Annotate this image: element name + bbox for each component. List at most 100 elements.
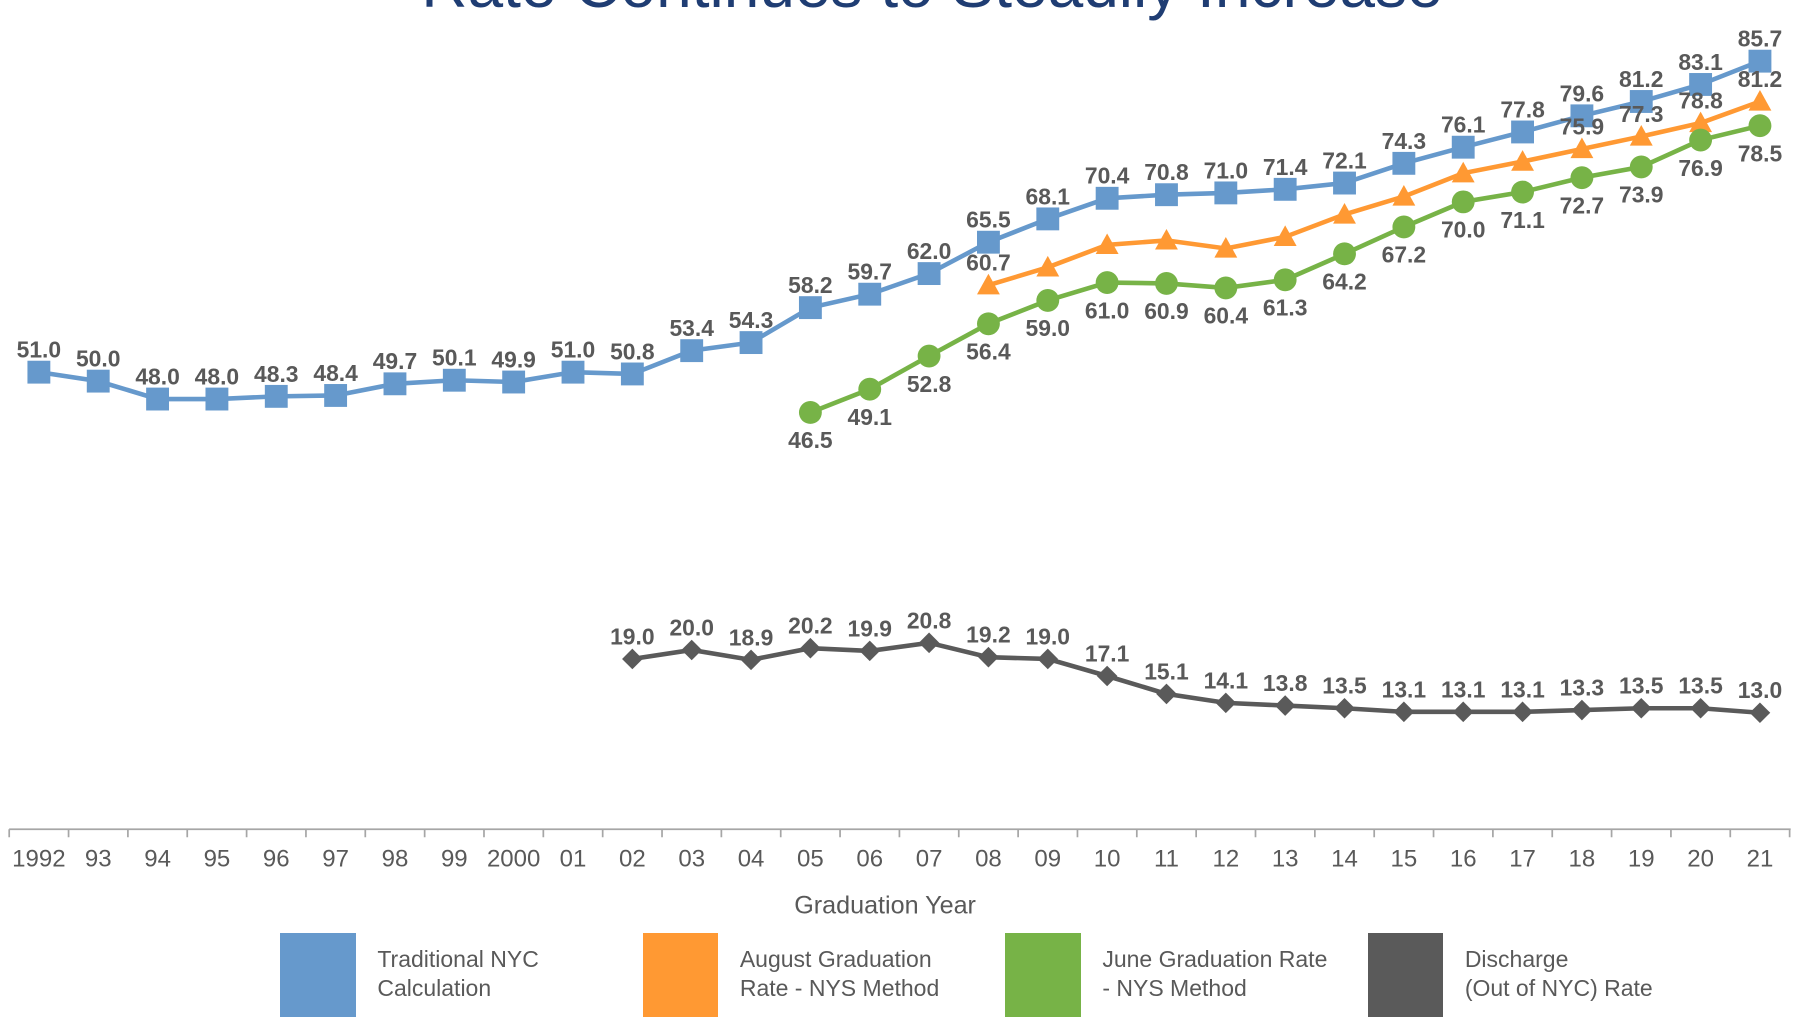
data-label: 77.8 [1500, 96, 1545, 122]
marker [1511, 120, 1534, 144]
data-label: 78.8 [1678, 87, 1723, 113]
marker [1570, 104, 1594, 128]
data-label: 70.4 [1085, 163, 1130, 189]
marker [978, 646, 999, 668]
marker [1512, 701, 1533, 723]
data-label: 19.0 [610, 623, 655, 649]
data-label: 70.8 [1144, 159, 1189, 185]
marker [1155, 271, 1178, 295]
data-label: 83.1 [1678, 49, 1723, 75]
data-label: 81.2 [1619, 66, 1664, 92]
marker [1689, 128, 1713, 152]
marker [1392, 215, 1416, 239]
data-label: 20.8 [907, 607, 952, 633]
data-label: 79.6 [1560, 80, 1605, 106]
data-label: 13.1 [1441, 676, 1486, 702]
data-label: 54.3 [729, 307, 774, 333]
chart-title: Rate Continues to Steadily Increase [421, 0, 1442, 21]
data-label: 48.0 [135, 363, 180, 389]
data-label: 71.4 [1263, 154, 1308, 180]
data-label: 70.0 [1441, 217, 1486, 243]
data-label: 17.1 [1085, 640, 1130, 666]
data-label: 50.0 [76, 346, 121, 372]
legend-swatch [280, 933, 356, 1017]
marker [1451, 161, 1475, 183]
data-label: 72.1 [1322, 148, 1367, 174]
data-label: 49.9 [491, 346, 535, 372]
marker [1095, 271, 1119, 294]
marker [1273, 268, 1297, 292]
marker [1156, 683, 1177, 705]
x-tick-label: 12 [1212, 845, 1239, 872]
data-label: 76.1 [1441, 112, 1486, 138]
data-label: 49.1 [847, 404, 892, 430]
data-label: 61.3 [1263, 295, 1308, 321]
data-label: 13.5 [1678, 673, 1723, 699]
data-label: 51.0 [17, 337, 61, 363]
legend-label: Traditional NYC Calculation [377, 945, 539, 1001]
marker [1630, 697, 1652, 719]
marker [1333, 202, 1356, 224]
marker [205, 387, 229, 411]
data-label: 62.0 [907, 238, 952, 264]
data-label: 19.0 [1026, 623, 1071, 649]
marker [1333, 242, 1356, 266]
data-label: 19.2 [966, 622, 1011, 648]
marker [977, 230, 1000, 254]
data-label: 46.5 [788, 427, 833, 453]
legend-swatch [1005, 933, 1081, 1017]
x-tick-label: 99 [441, 845, 468, 872]
series-line [987, 99, 1761, 288]
marker [1333, 171, 1356, 195]
data-label: 14.1 [1204, 667, 1249, 693]
legend-swatch [1367, 933, 1444, 1017]
data-label: 60.7 [966, 250, 1011, 276]
marker [1274, 695, 1296, 716]
x-tick-label: 97 [322, 845, 349, 872]
data-label: 48.0 [195, 363, 240, 389]
marker [1451, 190, 1475, 214]
marker [858, 377, 882, 401]
data-label: 13.5 [1619, 673, 1664, 699]
x-tick-label: 14 [1331, 845, 1358, 872]
data-label: 56.4 [966, 339, 1011, 365]
marker [918, 632, 940, 654]
x-tick-label: 07 [916, 845, 943, 872]
x-tick-label: 13 [1272, 845, 1299, 872]
legend-label: August Graduation Rate - NYS Method [739, 945, 940, 1001]
data-label: 59.0 [1026, 315, 1071, 341]
marker [1452, 701, 1474, 723]
marker [1748, 90, 1772, 111]
x-tick-label: 06 [856, 845, 883, 872]
marker [1037, 648, 1059, 670]
marker [1748, 114, 1772, 138]
data-label: 13.8 [1263, 670, 1308, 696]
marker [1036, 207, 1060, 231]
data-label: 58.2 [788, 272, 833, 298]
marker [1155, 228, 1178, 250]
x-tick-label: 01 [560, 845, 587, 872]
marker [146, 387, 170, 411]
data-label: 60.9 [1144, 298, 1189, 324]
data-label: 51.0 [551, 337, 596, 363]
marker [86, 369, 110, 393]
data-label: 71.0 [1204, 157, 1249, 183]
data-label: 77.3 [1619, 101, 1664, 127]
marker [1629, 125, 1653, 146]
data-label: 48.4 [313, 360, 358, 386]
marker [1570, 137, 1594, 159]
data-label: 13.0 [1738, 677, 1783, 703]
marker [1748, 49, 1772, 73]
marker [1689, 111, 1713, 133]
x-tick-label: 16 [1450, 845, 1477, 872]
data-label: 13.1 [1500, 676, 1545, 702]
marker [1393, 701, 1415, 723]
x-tick-label: 04 [738, 845, 765, 872]
marker [739, 331, 763, 355]
x-tick-label: 1992 [12, 845, 65, 872]
marker [800, 637, 821, 659]
data-label: 50.1 [432, 345, 477, 371]
marker [680, 339, 704, 363]
